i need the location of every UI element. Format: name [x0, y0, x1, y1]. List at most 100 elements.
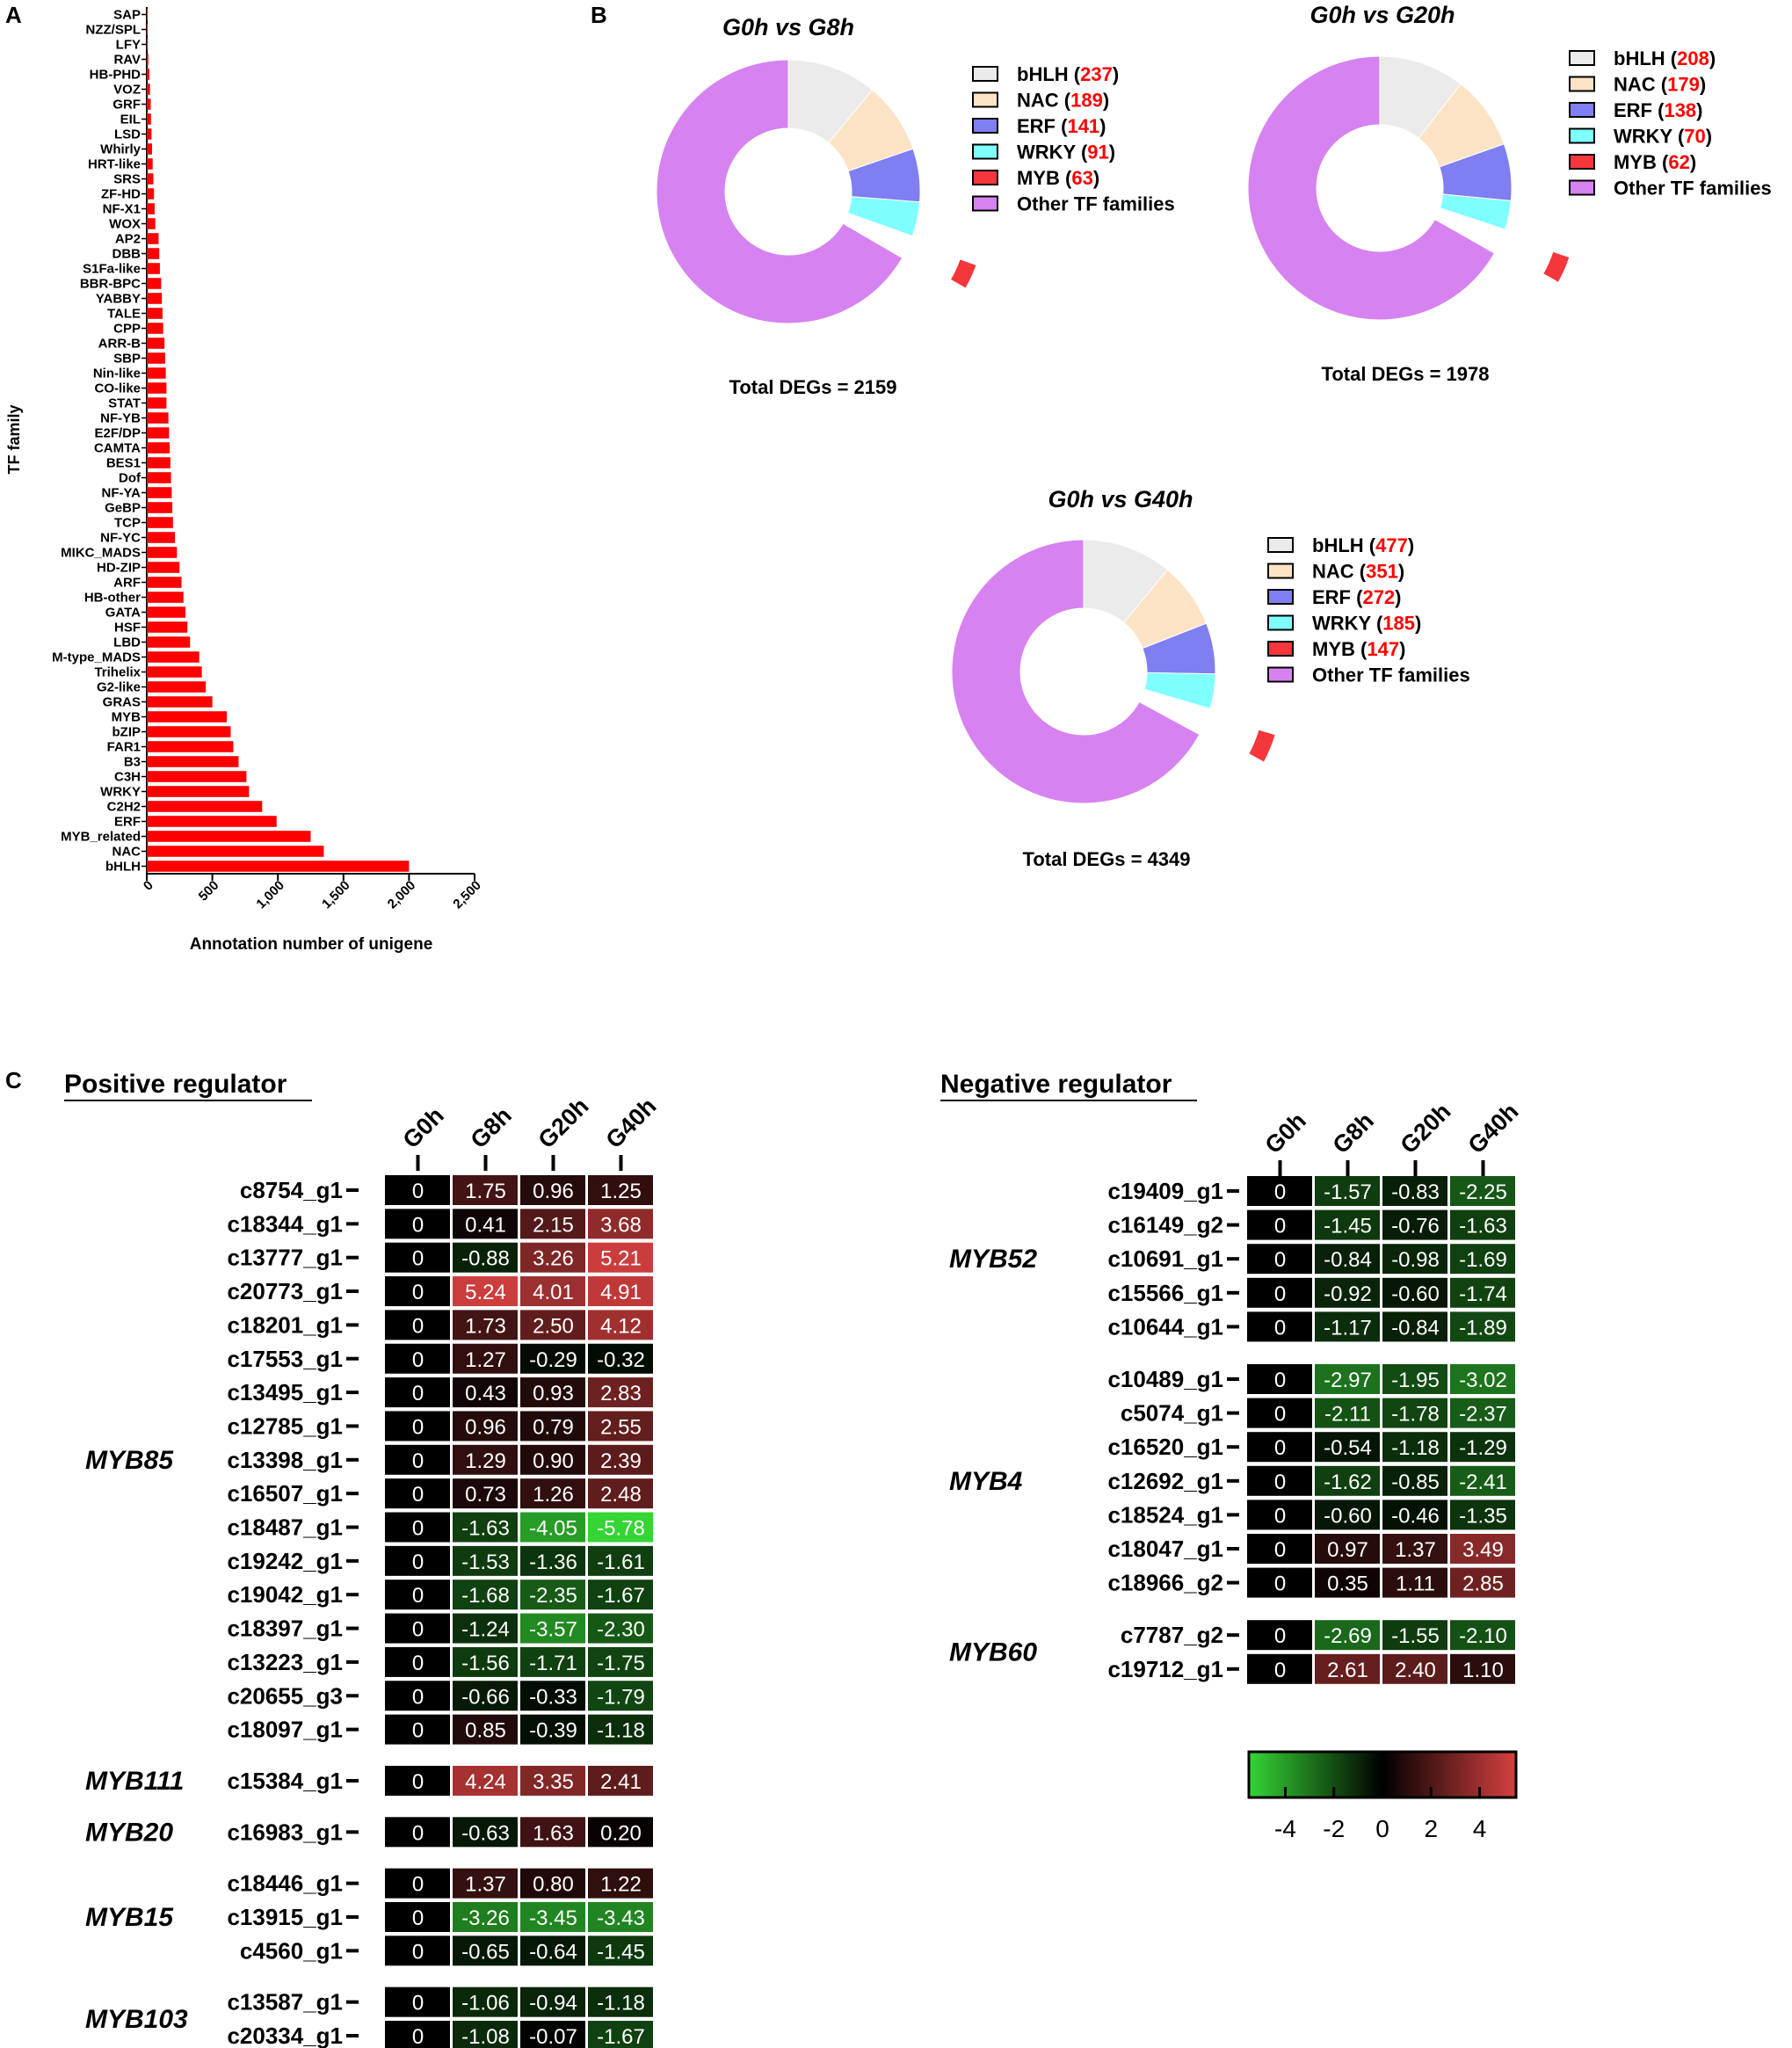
heatmap-cell — [453, 1681, 518, 1711]
legend-paren: ( — [1672, 126, 1685, 148]
heatmap-cell-value: 1.26 — [533, 1483, 574, 1507]
bar-chart-category-label: EIL — [120, 113, 141, 127]
bar-arf — [147, 577, 182, 588]
heatmap-gene-label: c16149_g2 — [1107, 1212, 1223, 1238]
legend-swatch — [1267, 537, 1294, 553]
heatmap-cell — [520, 1986, 585, 2017]
bar-chart-category-label: bZIP — [112, 725, 141, 740]
bar-nf-x1 — [147, 203, 155, 214]
bar-chart-category-label: GRAS — [103, 695, 141, 710]
legend-swatch — [1267, 589, 1294, 605]
legend-value: 138 — [1664, 99, 1696, 121]
heatmap-cell — [1315, 1567, 1380, 1598]
heatmap-cell-value: -0.39 — [529, 1719, 577, 1743]
heatmap-cell — [453, 1868, 518, 1899]
heatmap-cell — [520, 1817, 585, 1848]
heatmap-col-label: G8h — [1328, 1108, 1379, 1158]
heatmap-cell — [1450, 1567, 1515, 1598]
bar-chart-category-label: Nin-like — [93, 367, 141, 381]
heatmap-cell — [520, 1209, 585, 1239]
heatmap-cell-value: -1.08 — [461, 2025, 510, 2048]
heatmap-cell — [1315, 1500, 1380, 1530]
heatmap-cell — [520, 1444, 585, 1475]
heatmap-cell-value: -2.25 — [1459, 1180, 1507, 1204]
legend-paren: ( — [1059, 90, 1071, 112]
legend-swatch — [1569, 76, 1595, 92]
heatmap-cell — [588, 1902, 653, 1932]
legend-label: bHLH — [1017, 63, 1069, 85]
heatmap-cell-value: -1.68 — [461, 1584, 510, 1608]
bar-chart-category-label: LFY — [116, 38, 141, 53]
bar-chart-category-label: HRT-like — [88, 157, 141, 172]
heatmap-cell-value: 2.55 — [600, 1415, 642, 1439]
bar-chart-category-label: HB-other — [84, 591, 141, 606]
heatmap-cell — [1247, 1620, 1312, 1651]
heatmap-cell — [1382, 1432, 1447, 1463]
heatmap-gene-label: c20655_g3 — [227, 1682, 343, 1709]
heatmap-cell-value: 0 — [412, 1483, 424, 1507]
heatmap-gene-label: c18201_g1 — [227, 1311, 343, 1338]
heatmap-cell — [588, 1714, 653, 1745]
bar-myb — [147, 711, 228, 723]
heatmap-cell — [385, 1209, 450, 1239]
heatmap-gene-label: c10644_g1 — [1107, 1313, 1223, 1340]
legend-swatch — [1267, 563, 1294, 579]
legend-paren: ( — [1657, 151, 1669, 173]
legend-label: ERF — [1614, 99, 1652, 121]
bar-c2h2 — [147, 801, 263, 812]
heatmap-cell — [1315, 1465, 1380, 1496]
heatmap-cell — [385, 2021, 450, 2048]
heatmap-cell — [453, 1646, 518, 1677]
heatmap-group-label: MYB4 — [949, 1467, 1023, 1496]
heatmap-cell — [588, 1276, 653, 1307]
heatmap-gene-label: c20773_g1 — [227, 1278, 343, 1304]
heatmap-cell-value: 0 — [1274, 1471, 1286, 1494]
bar-far1 — [147, 741, 234, 752]
heatmap-cell — [1382, 1567, 1447, 1598]
bar-chart-category-label: HD-ZIP — [97, 561, 141, 576]
heatmap-cell-value: -0.88 — [461, 1247, 510, 1271]
legend-value: 208 — [1677, 47, 1709, 69]
legend-label: WRKY — [1312, 613, 1372, 635]
donut-slice-wrky — [1143, 672, 1216, 709]
heatmap-cell — [453, 1310, 518, 1340]
heatmap-gene-label: c18097_g1 — [227, 1717, 343, 1743]
donut-chart-g8h: bHLH (237)NAC (189)ERF (141)WRKY (91)MYB… — [656, 14, 1175, 398]
bar-lsd — [147, 128, 152, 140]
bar-trihelix — [147, 666, 202, 678]
heatmap-cell-value: 0.90 — [533, 1449, 574, 1473]
heatmap-cell-value: 0 — [1274, 1282, 1286, 1306]
bar-chart-category-label: MIKC_MADS — [61, 546, 141, 561]
heatmap-cell-value: -0.63 — [461, 1821, 510, 1845]
negative-regulator-title: Negative regulator — [940, 1070, 1172, 1099]
heatmap-cell-value: -0.65 — [461, 1940, 510, 1964]
heatmap-cell — [1315, 1432, 1380, 1463]
heatmap-cell-value: 4.01 — [533, 1281, 574, 1304]
heatmap-cell — [1382, 1620, 1447, 1651]
heatmap-cell — [520, 1580, 585, 1610]
heatmap-col-label: G20h — [533, 1093, 594, 1153]
bar-chart-xtick-label: 1,000 — [253, 878, 287, 912]
heatmap-cell — [1382, 1277, 1447, 1308]
heatmap-gene-label: c13223_g1 — [227, 1649, 343, 1675]
heatmap-cell — [520, 1175, 585, 1205]
heatmap-gene-label: c18446_g1 — [227, 1870, 343, 1897]
heatmap-cell-value: 2.40 — [1395, 1659, 1436, 1682]
bar-chart-category-label: AP2 — [115, 232, 141, 247]
bar-e2f-dp — [147, 427, 170, 439]
bar-nin-like — [147, 367, 166, 379]
heatmap-cell-value: 0.97 — [1327, 1538, 1368, 1562]
legend-value: 91 — [1087, 142, 1108, 163]
legend-label: NAC — [1312, 561, 1354, 583]
heatmap-cell — [385, 1646, 450, 1677]
heatmap-gene-label: c19409_g1 — [1107, 1178, 1223, 1204]
bar-chart-xtick-label: 2,500 — [450, 878, 484, 912]
heatmap-cell — [520, 1276, 585, 1307]
heatmap-cell — [1247, 1500, 1312, 1530]
heatmap-cell — [520, 1310, 585, 1340]
donut-title: G0h vs G8h — [722, 14, 854, 40]
bar-chart-category-label: VOZ — [113, 83, 141, 98]
heatmap-cell — [453, 1613, 518, 1644]
heatmap-cell — [385, 1175, 450, 1205]
heatmap-cell-value: -0.60 — [1324, 1504, 1372, 1528]
